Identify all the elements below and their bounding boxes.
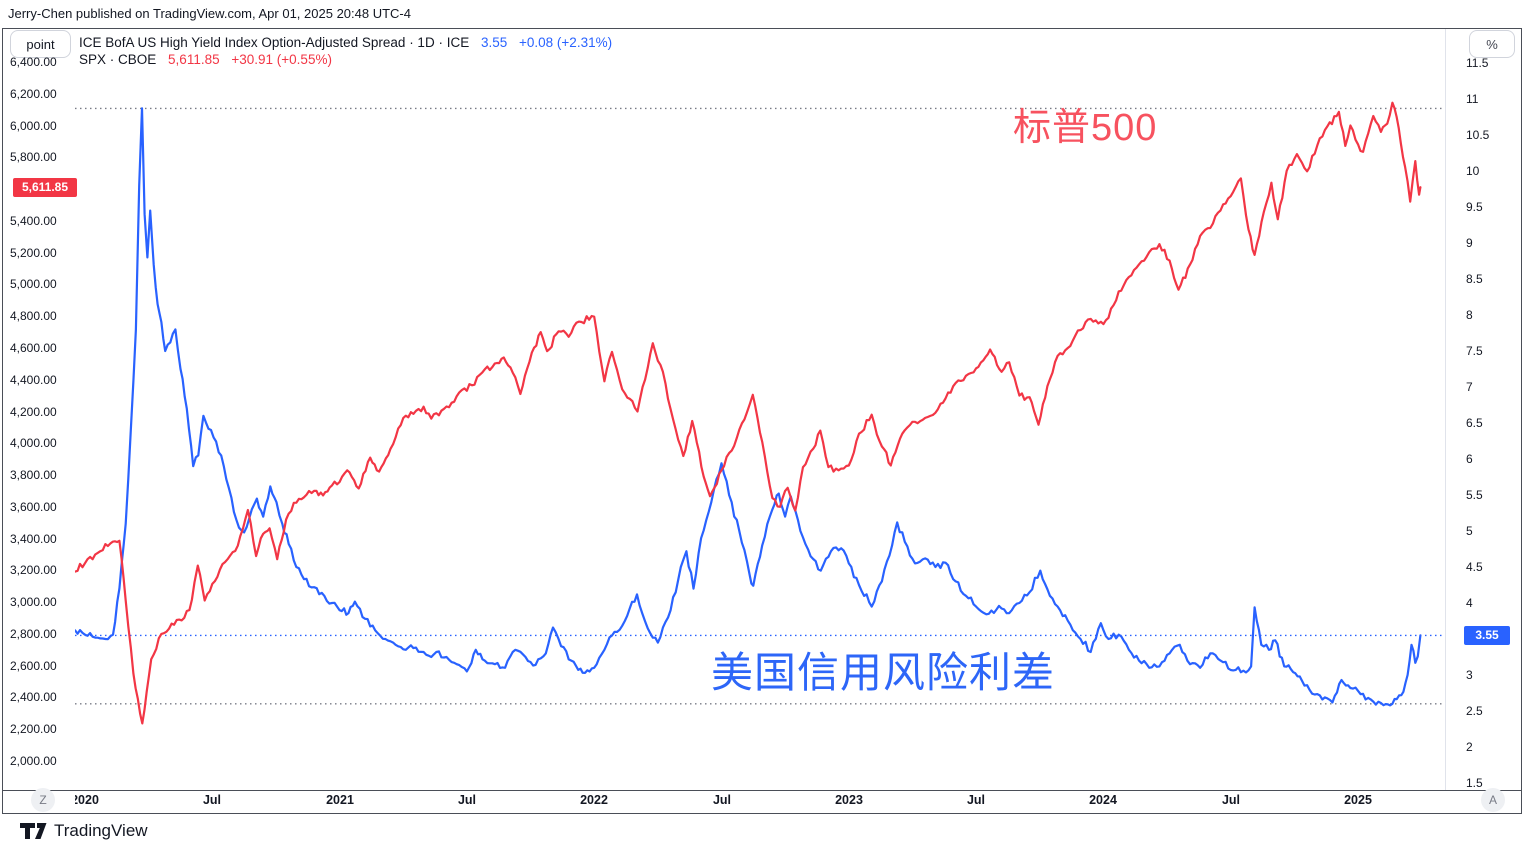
x-axis-tick-2022: 2022 <box>580 793 608 807</box>
left-axis-tick: 3,200.00 <box>10 563 57 577</box>
right-axis-tick: 4.5 <box>1466 560 1483 574</box>
x-axis-tick-2025: 2025 <box>1344 793 1372 807</box>
x-axis-tick-Jul: Jul <box>202 793 222 807</box>
spx-annotation: 标普500 <box>1013 107 1158 149</box>
right-scale-separator <box>1445 29 1446 790</box>
tradingview-wordmark: TradingView <box>54 821 148 840</box>
left-axis-tick: 5,000.00 <box>10 277 57 291</box>
left-axis-tick: 4,600.00 <box>10 341 57 355</box>
x-axis-tick-Jul: Jul <box>457 793 477 807</box>
unit-point-button[interactable]: point <box>10 30 71 58</box>
time-axis[interactable]: 2020 Jul 2021 Jul 2022 Jul 2023 Jul 2024 Jul 2025 <box>75 793 1445 810</box>
x-axis-tick-Jul: Jul <box>712 793 732 807</box>
tradingview-logo[interactable]: TradingView <box>20 821 148 841</box>
zoom-out-button[interactable]: Z <box>31 788 55 812</box>
left-axis-tick: 2,800.00 <box>10 627 57 641</box>
x-axis-tick-2021: 2021 <box>326 793 354 807</box>
x-axis-tick-Jul: Jul <box>1221 793 1241 807</box>
right-axis-tick: 2 <box>1466 740 1473 754</box>
left-axis-tick: 3,400.00 <box>10 532 57 546</box>
right-axis-tick: 7.5 <box>1466 344 1483 358</box>
right-axis-tick: 5 <box>1466 524 1473 538</box>
right-axis-tick: 6.5 <box>1466 416 1483 430</box>
right-axis-tick: 10 <box>1466 164 1480 178</box>
spx-symbol-title: SPX · CBOE <box>79 52 157 67</box>
legend: ICE BofA US High Yield Index Option-Adju… <box>79 34 612 68</box>
left-axis-tick: 4,000.00 <box>10 436 57 450</box>
left-axis-tick: 2,600.00 <box>10 659 57 673</box>
right-axis-tick: 11 <box>1466 92 1479 106</box>
time-axis-separator <box>2 790 1521 791</box>
left-axis-tick: 2,000.00 <box>10 754 57 768</box>
x-axis-tick-2020: 2020 <box>75 793 99 807</box>
right-axis-tick: 1.5 <box>1466 776 1483 790</box>
left-axis-tick: 2,400.00 <box>10 690 57 704</box>
legend-row-oas[interactable]: ICE BofA US High Yield Index Option-Adju… <box>79 34 612 51</box>
oas-last-value: 3.55 <box>480 35 508 50</box>
left-axis-tick: 5,800.00 <box>10 150 57 164</box>
spx-last-value: 5,611.85 <box>168 52 220 67</box>
right-axis-tick: 4 <box>1466 596 1473 610</box>
right-axis-tick: 8 <box>1466 308 1473 322</box>
left-axis-tick: 3,800.00 <box>10 468 57 482</box>
left-axis-tick: 4,200.00 <box>10 405 57 419</box>
spx-line[interactable] <box>75 101 1422 725</box>
legend-row-spx[interactable]: SPX · CBOE 5,611.85 +30.91 (+0.55%) <box>79 51 612 68</box>
oas-change: +0.08 (+2.31%) <box>519 35 613 50</box>
left-axis-tick: 6,000.00 <box>10 119 57 133</box>
right-axis-tick: 8.5 <box>1466 272 1483 286</box>
oas-price-badge: 3.55 <box>1464 626 1510 645</box>
right-axis-tick: 11.5 <box>1466 56 1489 70</box>
left-axis-tick: 4,800.00 <box>10 309 57 323</box>
right-axis-tick: 9 <box>1466 236 1473 250</box>
right-axis-tick: 5.5 <box>1466 488 1483 502</box>
percent-scale-button[interactable]: % <box>1469 30 1515 58</box>
spx-price-badge: 5,611.85 <box>13 178 77 197</box>
oas-annotation: 美国信用风险利差 <box>711 649 1056 696</box>
x-axis-tick-2023: 2023 <box>835 793 863 807</box>
right-axis-tick: 9.5 <box>1466 200 1483 214</box>
left-axis-tick: 6,200.00 <box>10 87 57 101</box>
right-axis-tick: 3 <box>1466 668 1473 682</box>
auto-scale-button[interactable]: A <box>1481 788 1505 812</box>
left-axis-tick: 2,200.00 <box>10 722 57 736</box>
left-axis-tick: 5,200.00 <box>10 246 57 260</box>
x-axis-tick-Jul: Jul <box>966 793 986 807</box>
left-axis-tick: 6,400.00 <box>10 55 57 69</box>
x-axis-tick-2024: 2024 <box>1089 793 1117 807</box>
oas-symbol-title: ICE BofA US High Yield Index Option-Adju… <box>79 35 470 50</box>
spx-change: +30.91 (+0.55%) <box>231 52 332 67</box>
right-axis-tick: 6 <box>1466 452 1473 466</box>
attribution-text: Jerry-Chen published on TradingView.com,… <box>8 6 411 21</box>
left-axis-tick: 5,400.00 <box>10 214 57 228</box>
right-axis-tick: 7 <box>1466 380 1473 394</box>
right-axis-tick: 2.5 <box>1466 704 1483 718</box>
oas-line[interactable] <box>75 107 1422 707</box>
left-axis-tick: 4,400.00 <box>10 373 57 387</box>
tradingview-logo-icon <box>20 823 47 839</box>
left-axis-tick: 3,600.00 <box>10 500 57 514</box>
left-axis-tick: 3,000.00 <box>10 595 57 609</box>
right-axis-tick: 10.5 <box>1466 128 1490 142</box>
